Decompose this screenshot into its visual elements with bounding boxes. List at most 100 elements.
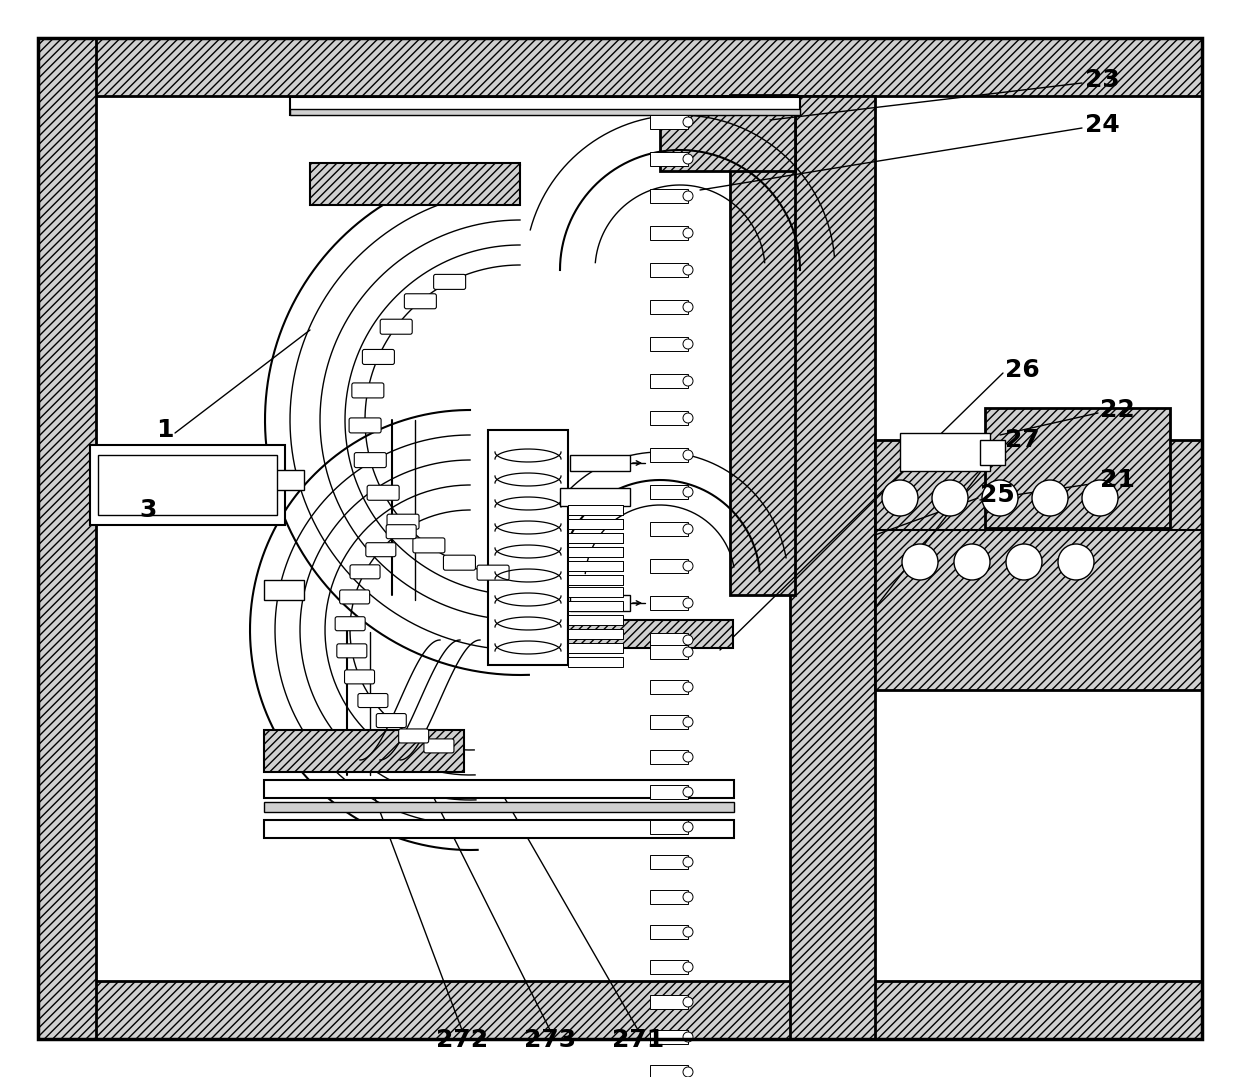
Circle shape [683,524,693,534]
Bar [650,715,688,729]
Circle shape [683,1067,693,1077]
Bar [650,633,688,647]
Circle shape [683,682,693,693]
Circle shape [683,635,693,645]
FancyBboxPatch shape [345,670,374,684]
Circle shape [683,265,693,275]
Circle shape [683,892,693,903]
Circle shape [683,561,693,571]
Bar [568,561,622,571]
Circle shape [954,544,990,581]
FancyBboxPatch shape [352,383,384,397]
FancyBboxPatch shape [434,275,466,290]
Bar [568,575,622,585]
Text: 3: 3 [139,498,156,522]
FancyBboxPatch shape [335,617,365,631]
FancyBboxPatch shape [381,319,412,334]
Bar [650,188,688,202]
Bar [568,533,622,543]
Text: 271: 271 [611,1029,665,1052]
FancyBboxPatch shape [355,452,387,467]
Bar [489,430,568,665]
FancyBboxPatch shape [350,564,379,578]
Circle shape [683,822,693,833]
Bar [650,1030,688,1044]
Bar [650,559,688,573]
Bar [310,163,520,205]
Bar [290,97,800,115]
Bar [650,374,688,388]
Circle shape [683,154,693,164]
Text: 273: 273 [525,1029,577,1052]
Bar [650,960,688,974]
Bar [568,547,622,557]
Text: 1: 1 [156,418,174,442]
Bar [264,820,734,838]
FancyBboxPatch shape [358,694,388,708]
Circle shape [1083,480,1118,516]
Bar [650,522,688,536]
FancyBboxPatch shape [399,729,429,743]
Bar [264,802,734,812]
Bar [650,855,688,869]
Circle shape [1058,544,1094,581]
Bar [650,300,688,314]
Bar [91,445,285,524]
Circle shape [683,487,693,496]
FancyBboxPatch shape [366,543,396,557]
FancyBboxPatch shape [477,565,510,581]
Bar [650,890,688,904]
Circle shape [683,857,693,867]
Circle shape [901,544,937,581]
Circle shape [982,480,1018,516]
Bar [650,925,688,939]
FancyBboxPatch shape [386,524,417,538]
Circle shape [683,927,693,937]
Bar [730,95,795,595]
Bar [790,96,875,1039]
Bar [38,38,1202,96]
Bar [568,629,622,639]
Bar [290,109,800,115]
Bar [650,226,688,240]
Circle shape [683,997,693,1007]
Text: 25: 25 [980,482,1014,507]
FancyBboxPatch shape [367,486,399,501]
Bar [650,337,688,351]
Bar [568,620,733,648]
Bar [650,596,688,610]
Circle shape [683,450,693,460]
Bar [570,595,630,611]
Bar [568,505,622,515]
Bar [650,995,688,1009]
Bar [568,533,622,543]
Bar [900,433,990,471]
Bar [568,587,622,597]
Bar [264,470,304,490]
Circle shape [683,412,693,423]
FancyBboxPatch shape [362,349,394,364]
Bar [570,454,630,471]
Circle shape [683,598,693,609]
Circle shape [683,647,693,657]
Bar [568,519,622,529]
Bar [568,643,622,653]
Circle shape [683,787,693,797]
Bar [568,547,622,557]
Bar [568,505,622,515]
Bar [985,408,1171,528]
Bar [650,785,688,799]
Circle shape [683,962,693,973]
Circle shape [683,376,693,386]
Bar [980,440,1004,465]
Circle shape [683,302,693,312]
Circle shape [683,752,693,763]
Bar [650,152,688,166]
FancyBboxPatch shape [340,590,370,604]
Text: 23: 23 [1085,68,1120,92]
Bar [650,411,688,425]
Bar [650,485,688,499]
Bar [660,96,795,171]
Bar [38,981,1202,1039]
FancyBboxPatch shape [424,739,454,753]
